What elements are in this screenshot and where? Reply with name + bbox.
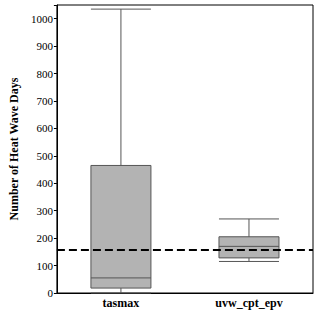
svg-text:uvw_cpt_epv: uvw_cpt_epv <box>215 296 282 310</box>
svg-text:400: 400 <box>36 177 53 189</box>
svg-text:Number of Heat Wave Days: Number of Heat Wave Days <box>7 77 21 220</box>
svg-text:100: 100 <box>36 260 53 272</box>
svg-text:500: 500 <box>36 150 53 162</box>
svg-text:700: 700 <box>36 95 53 107</box>
svg-text:800: 800 <box>36 68 53 80</box>
svg-text:0: 0 <box>47 287 53 299</box>
svg-text:300: 300 <box>36 205 53 217</box>
svg-text:1000: 1000 <box>31 13 54 25</box>
svg-text:tasmax: tasmax <box>103 296 140 310</box>
svg-text:200: 200 <box>36 232 53 244</box>
svg-text:600: 600 <box>36 122 53 134</box>
svg-text:900: 900 <box>36 40 53 52</box>
